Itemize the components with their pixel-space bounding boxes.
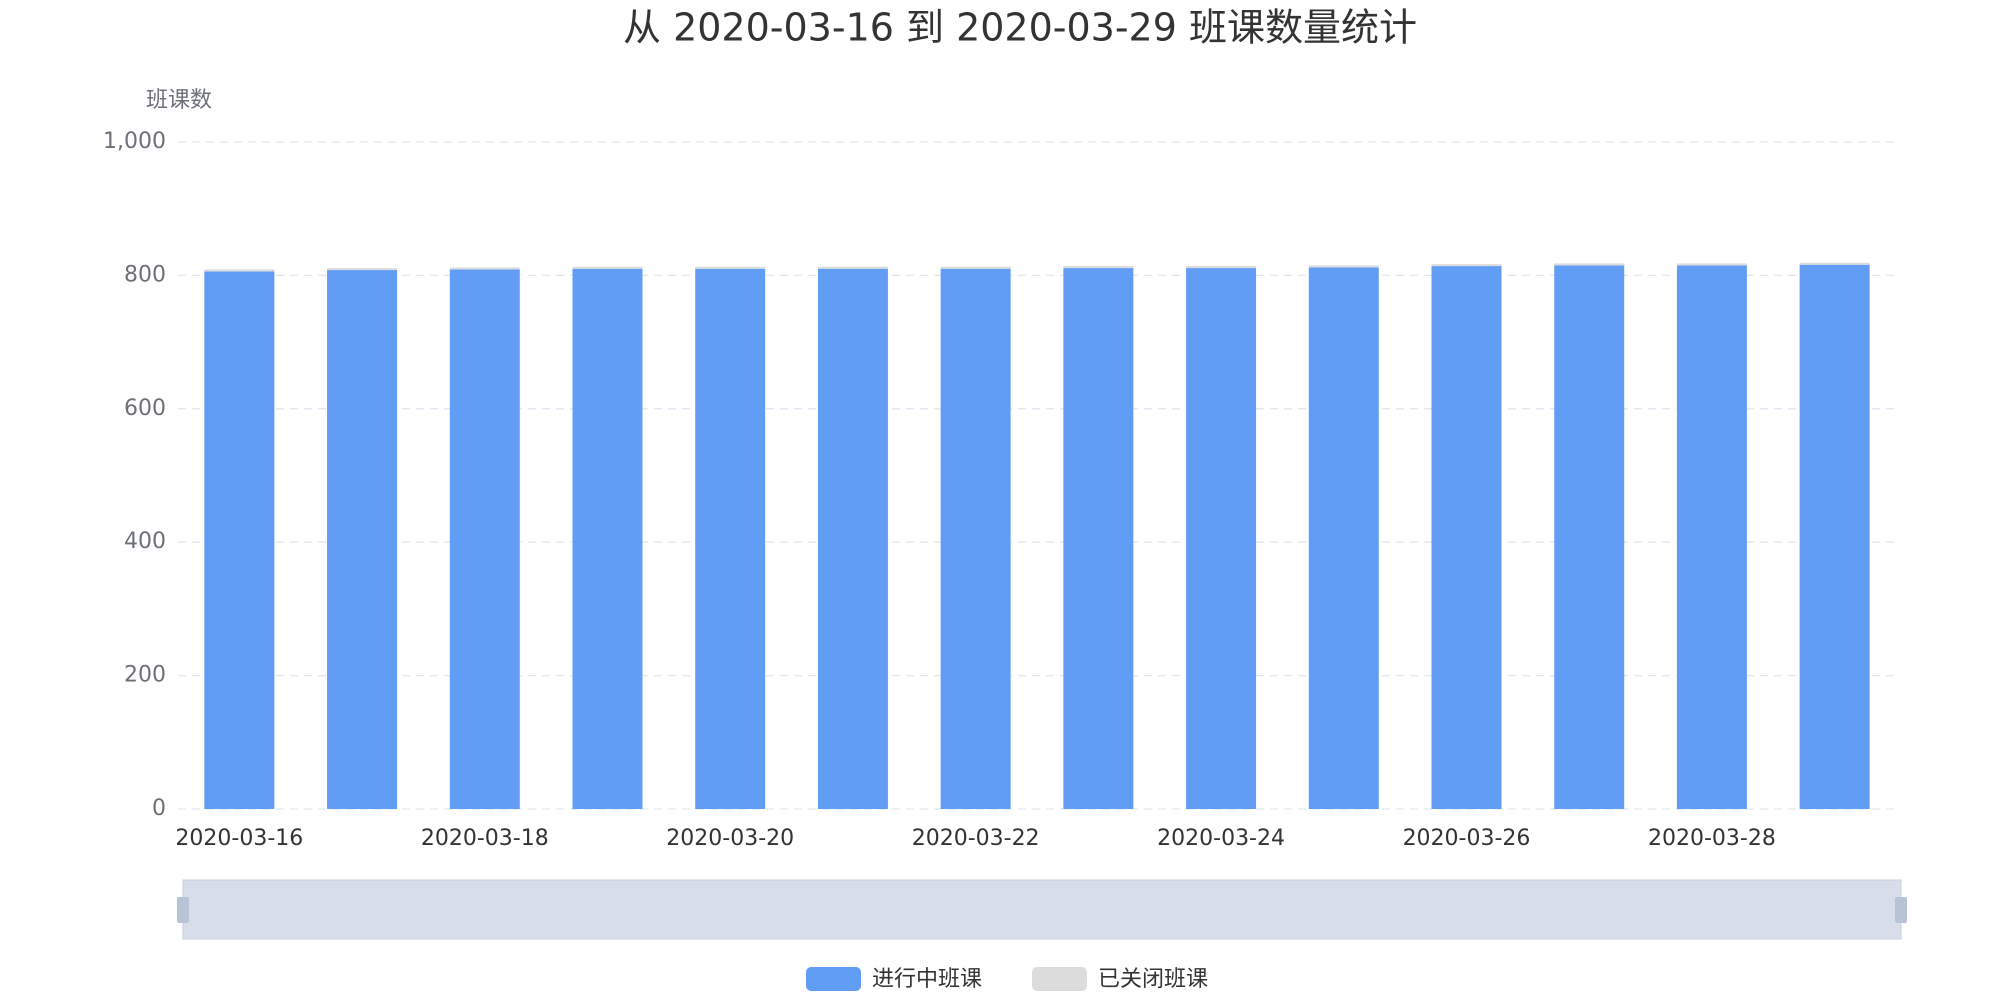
bar [1431, 266, 1502, 809]
y-tick-label: 0 [152, 796, 166, 821]
bar [449, 267, 520, 270]
bar [1308, 267, 1379, 809]
x-tick-label: 2020-03-28 [1648, 826, 1776, 851]
zoom-handle[interactable] [1895, 897, 1907, 923]
legend-label[interactable]: 进行中班课 [872, 967, 982, 992]
bar [1063, 266, 1134, 269]
bar [817, 268, 888, 810]
bar [1063, 268, 1134, 809]
x-tick-label: 2020-03-24 [1157, 826, 1285, 851]
bar [1799, 262, 1870, 265]
legend-swatch[interactable] [1032, 967, 1088, 991]
x-tick-label: 2020-03-16 [175, 826, 303, 851]
legend-label[interactable]: 已关闭班课 [1098, 967, 1208, 992]
bar [1676, 265, 1747, 809]
y-axis-title: 班课数 [146, 88, 212, 113]
bar [940, 266, 1011, 269]
bar [1308, 265, 1379, 268]
bar [1676, 263, 1747, 266]
y-tick-label: 800 [124, 262, 166, 287]
y-tick-label: 200 [124, 663, 166, 688]
bar [572, 268, 643, 810]
bar [695, 268, 766, 810]
bar [1554, 265, 1625, 809]
bar [1431, 264, 1502, 267]
bar [449, 269, 520, 810]
zoom-slider[interactable] [182, 879, 1902, 940]
bar [695, 266, 766, 269]
x-tick-label: 2020-03-22 [912, 826, 1040, 851]
x-tick-label: 2020-03-26 [1403, 826, 1531, 851]
x-tick-label: 2020-03-20 [666, 826, 794, 851]
bar [1799, 264, 1870, 809]
legend-swatch[interactable] [806, 967, 861, 991]
bar [204, 269, 275, 272]
zoom-handle[interactable] [177, 897, 189, 923]
bar [1554, 263, 1625, 266]
chart-title: 从 2020-03-16 到 2020-03-29 班课数量统计 [623, 6, 1417, 50]
y-tick-label: 600 [124, 396, 166, 421]
x-tick-label: 2020-03-18 [421, 826, 549, 851]
bar [327, 268, 398, 271]
y-tick-label: 400 [124, 529, 166, 554]
bar [204, 271, 275, 809]
y-tick-label: 1,000 [103, 129, 166, 154]
bar [1186, 266, 1257, 269]
bar [572, 266, 643, 269]
bar [940, 268, 1011, 810]
bar [327, 270, 398, 810]
bar [1186, 268, 1257, 809]
bar [817, 266, 888, 269]
